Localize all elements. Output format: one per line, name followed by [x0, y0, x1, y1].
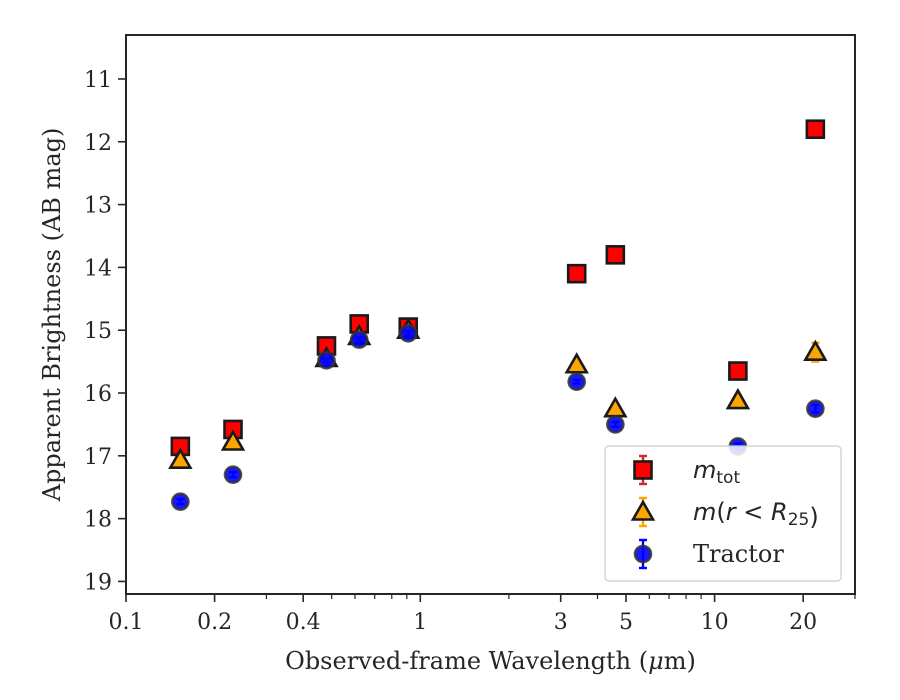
data-marks	[168, 119, 828, 511]
data-point-triangle	[220, 429, 246, 451]
legend-label-part: tot	[716, 468, 740, 488]
legend-label-part: )	[809, 503, 818, 531]
x-tick-label: 20	[789, 610, 817, 635]
x-axis-label-mu: μ	[648, 647, 664, 675]
y-tick-label: 14	[84, 256, 112, 281]
data-point-triangle	[168, 447, 193, 470]
data-point-circle	[171, 492, 190, 511]
y-axis-label: Apparent Brightness (AB mag)	[38, 128, 66, 503]
y-tick-label: 18	[84, 508, 112, 533]
y-tick-label: 12	[84, 131, 112, 156]
data-point-circle	[398, 324, 418, 343]
legend-label-part: m	[693, 456, 716, 484]
data-point-triangle	[564, 352, 589, 374]
x-axis-label-start: Observed-frame Wavelength (	[285, 647, 648, 675]
legend-label-part: <	[736, 498, 771, 526]
legend-label-part: R	[771, 498, 788, 526]
data-point-circle	[567, 372, 587, 392]
data-point-circle	[606, 415, 625, 434]
series-circle	[171, 324, 825, 511]
data-point-triangle	[603, 396, 628, 418]
legend-label-part: m	[693, 498, 716, 526]
data-point-square	[605, 245, 626, 265]
data-point-square	[728, 361, 748, 381]
data-point-square	[805, 119, 826, 140]
x-tick-label: 0.1	[109, 610, 144, 635]
y-tick-label: 16	[84, 382, 112, 407]
y-tick-label: 17	[84, 445, 112, 470]
x-axis-label-end: m)	[664, 647, 696, 675]
legend-label-part: Tractor	[693, 540, 784, 568]
legend-box	[604, 445, 842, 582]
x-tick-label: 10	[701, 610, 729, 635]
data-point-triangle	[803, 339, 828, 361]
x-axis-label: Observed-frame Wavelength (μm)	[285, 647, 696, 675]
legend-label-part: 25	[788, 510, 810, 530]
legend-marker-circle	[633, 544, 653, 564]
y-tick-label: 13	[84, 194, 112, 219]
legend-marker-triangle	[630, 499, 656, 521]
legend-label: m(r < R25)	[693, 498, 819, 531]
y-tick-label: 11	[84, 68, 112, 93]
x-tick-label: 0.4	[286, 610, 321, 635]
x-tick-label: 0.2	[197, 610, 232, 635]
legend-label-part: r	[726, 498, 738, 526]
legend-label-part: (	[716, 498, 725, 526]
data-point-square	[566, 263, 587, 284]
legend-label: Tractor	[693, 540, 784, 568]
x-tick-label: 1	[413, 610, 427, 635]
data-point-circle	[223, 465, 243, 484]
series-square	[170, 119, 826, 457]
plot-frame	[125, 34, 856, 595]
data-point-circle	[806, 399, 825, 419]
data-point-circle	[349, 330, 369, 349]
data-point-circle	[317, 351, 336, 370]
legend-label: mtot	[693, 456, 740, 488]
x-tick-label: 5	[619, 610, 633, 635]
y-tick-label: 15	[84, 319, 112, 344]
y-axis-ticks: 11 12 13 14 15 16 17 18 19	[84, 68, 126, 595]
x-tick-label: 3	[554, 610, 568, 635]
legend-marker-square	[633, 460, 653, 480]
data-point-triangle	[725, 387, 751, 410]
y-tick-label: 19	[84, 570, 112, 595]
x-axis-ticks: 0.1 0.2 0.4 1 3 5 10 20	[109, 594, 856, 635]
